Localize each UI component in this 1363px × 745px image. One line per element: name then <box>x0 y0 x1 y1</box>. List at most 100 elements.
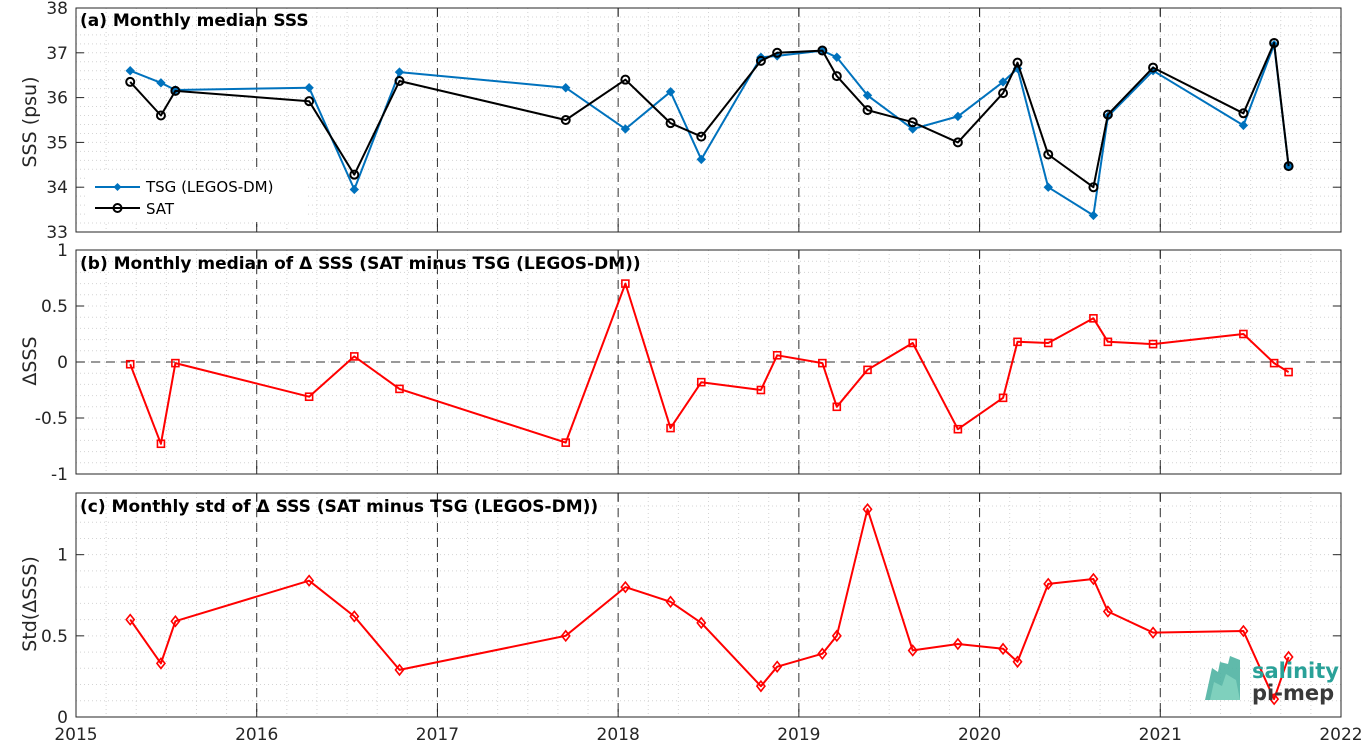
xtick-label: 2022 <box>1319 725 1362 745</box>
data-point-b-0 <box>1239 329 1248 339</box>
xtick-label: 2017 <box>416 725 459 745</box>
data-point-b-0 <box>156 439 166 449</box>
data-point-a-0 <box>1043 182 1053 192</box>
data-point-c-0 <box>907 644 918 657</box>
panel-c-std-delta-sss: 00.51 <box>41 492 1342 728</box>
legend-sat-marker-icon <box>112 203 123 213</box>
data-point-a-1 <box>125 76 136 87</box>
panel-a-ylabel: SSS (psu) <box>19 76 41 167</box>
ytick-label-a: 37 <box>46 44 68 64</box>
data-point-a-0 <box>125 66 135 76</box>
ytick-label-c: 0.5 <box>41 627 68 647</box>
ytick-label-b: 1 <box>57 241 68 261</box>
legend: TSG (LEGOS-DM) SAT <box>88 172 306 222</box>
data-point-b-0 <box>1013 337 1022 347</box>
ytick-label-b: 0 <box>57 353 68 373</box>
axes-frame-c <box>75 492 1342 718</box>
data-point-c-0 <box>665 595 676 609</box>
data-point-a-0 <box>1238 120 1249 131</box>
data-point-b-0 <box>953 424 963 434</box>
data-point-a-1 <box>1148 62 1159 73</box>
data-point-c-0 <box>1269 692 1280 706</box>
ytick-label-a: 34 <box>46 178 68 198</box>
data-point-a-1 <box>755 55 766 66</box>
data-point-b-0 <box>395 384 404 394</box>
data-point-a-0 <box>998 77 1008 87</box>
data-point-a-1 <box>1043 149 1054 160</box>
data-point-a-0 <box>862 90 873 101</box>
xtick-label: 2016 <box>235 725 278 745</box>
data-point-a-1 <box>170 85 181 96</box>
data-point-a-1 <box>831 71 842 82</box>
data-point-c-0 <box>304 574 315 587</box>
data-point-c-0 <box>1043 577 1054 591</box>
data-point-c-0 <box>125 613 136 626</box>
data-point-c-0 <box>772 660 783 673</box>
legend-tsg-label: TSG (LEGOS-DM) <box>145 178 273 196</box>
logo-line1: salinity <box>1252 659 1339 683</box>
data-point-a-1 <box>952 137 963 148</box>
panel-b-title: (b) Monthly median of Δ SSS (SAT minus T… <box>80 254 641 274</box>
xtick-label: 2021 <box>1139 725 1182 745</box>
ytick-label-a: 33 <box>46 223 68 243</box>
xtick-label: 2015 <box>54 725 97 745</box>
data-point-b-0 <box>304 392 314 402</box>
data-point-c-0 <box>952 637 963 651</box>
data-point-c-0 <box>620 580 631 594</box>
series-line-a-0 <box>129 43 1290 217</box>
data-point-b-0 <box>621 279 630 288</box>
data-point-a-0 <box>620 124 631 134</box>
logo-wave-highlight-icon <box>1210 674 1240 700</box>
data-point-a-1 <box>1238 108 1249 119</box>
data-point-b-0 <box>696 377 706 387</box>
data-point-b-0 <box>863 365 872 375</box>
data-point-a-0 <box>1088 210 1099 221</box>
series-line-a-1 <box>129 41 1290 189</box>
data-point-a-1 <box>665 118 676 129</box>
data-point-a-1 <box>817 45 828 56</box>
panel-b-ylabel: ΔSSS <box>19 336 41 385</box>
panel-b-median-delta-sss: -1 -0.5 0 0.5 1 <box>35 241 1342 485</box>
ytick-label-a: 35 <box>46 133 68 153</box>
data-point-a-1 <box>620 74 631 85</box>
xtick-label: 2020 <box>958 725 1001 745</box>
data-point-c-0 <box>1012 655 1023 669</box>
data-point-c-0 <box>831 629 842 643</box>
data-point-c-0 <box>1148 626 1159 639</box>
ytick-label-b: 0.5 <box>41 297 68 317</box>
data-point-a-0 <box>696 154 706 165</box>
series-line-c-0 <box>129 508 1290 701</box>
data-point-c-0 <box>817 647 828 660</box>
xtick-label: 2019 <box>777 725 820 745</box>
data-point-a-0 <box>665 87 676 97</box>
data-point-a-1 <box>907 117 918 128</box>
data-point-a-0 <box>953 111 963 122</box>
legend-sat-label: SAT <box>146 200 175 218</box>
data-point-a-1 <box>155 110 166 121</box>
logo-line2: pi-mep <box>1252 681 1334 705</box>
ytick-label-c: 1 <box>57 546 68 566</box>
data-point-b-0 <box>125 359 135 369</box>
data-point-b-0 <box>666 423 675 433</box>
data-point-b-0 <box>908 338 918 348</box>
data-point-a-0 <box>832 52 842 62</box>
data-point-c-0 <box>755 679 766 693</box>
data-point-a-0 <box>907 124 918 134</box>
ytick-label-a: 38 <box>46 0 68 19</box>
data-point-b-0 <box>998 393 1008 403</box>
data-point-a-0 <box>561 83 571 93</box>
legend-tsg-marker-icon <box>113 183 122 191</box>
data-point-a-1 <box>304 96 315 107</box>
data-point-c-0 <box>155 657 166 670</box>
panel-c-title: (c) Monthly std of Δ SSS (SAT minus TSG … <box>80 497 598 517</box>
data-point-a-1 <box>1102 109 1113 120</box>
salinity-pi-mep-logo: salinity pi-mep <box>1205 656 1339 705</box>
data-point-c-0 <box>349 610 360 623</box>
data-point-b-0 <box>818 358 827 368</box>
data-point-a-1 <box>1269 37 1280 48</box>
x-axis: 2015 2016 2017 2018 2019 2020 2021 2022 <box>54 725 1362 745</box>
data-point-a-1 <box>1012 57 1023 68</box>
data-point-c-0 <box>998 642 1009 656</box>
data-point-b-0 <box>349 352 359 361</box>
